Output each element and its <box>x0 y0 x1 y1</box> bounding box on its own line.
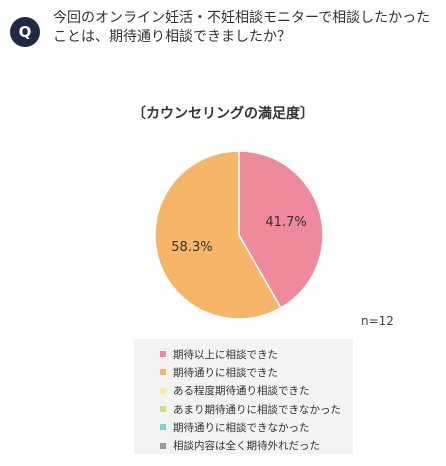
legend-label-1: 期待通りに相談できた <box>173 366 278 379</box>
legend-item-4: 期待通りに相談できなかった <box>134 418 353 436</box>
legend-label-5: 相談内容は全く期待外れだった <box>173 440 320 453</box>
slice-label-0: 41.7% <box>265 215 306 230</box>
legend-swatch-5 <box>160 442 166 449</box>
legend-swatch-4 <box>160 424 166 431</box>
legend-label-3: あまり期待通りに相談できなかった <box>173 403 341 416</box>
question-text: 今回のオンライン妊活・不妊相談モニターで相談したかったことは、期待通り相談できま… <box>53 10 431 45</box>
legend-swatch-0 <box>160 351 166 358</box>
legend-swatch-2 <box>160 387 166 394</box>
slice-label-1: 58.3% <box>171 240 212 255</box>
legend-item-3: あまり期待通りに相談できなかった <box>134 400 353 418</box>
pie-slice-0 <box>238 150 324 309</box>
pie-slice-1 <box>154 150 282 320</box>
legend-label-0: 期待以上に相談できた <box>173 348 278 361</box>
legend-label-4: 期待通りに相談できなかった <box>173 421 310 434</box>
chart-title: 〔カウンセリングの満足度〕 <box>132 106 314 122</box>
legend-item-0: 期待以上に相談できた <box>134 345 353 363</box>
legend-item-2: ある程度期待通り相談できた <box>134 382 353 400</box>
legend-swatch-1 <box>160 369 166 376</box>
legend-item-1: 期待通りに相談できた <box>134 363 353 381</box>
question-badge: Q <box>10 17 40 47</box>
legend-label-2: ある程度期待通り相談できた <box>173 385 310 398</box>
legend-item-5: 相談内容は全く期待外れだった <box>134 436 353 454</box>
legend-swatch-3 <box>160 406 166 413</box>
chart-legend: 期待以上に相談できた 期待通りに相談できたある程度期待通り相談できたあまり期待通り… <box>134 339 353 454</box>
sample-size-label: n=12 <box>361 314 394 328</box>
